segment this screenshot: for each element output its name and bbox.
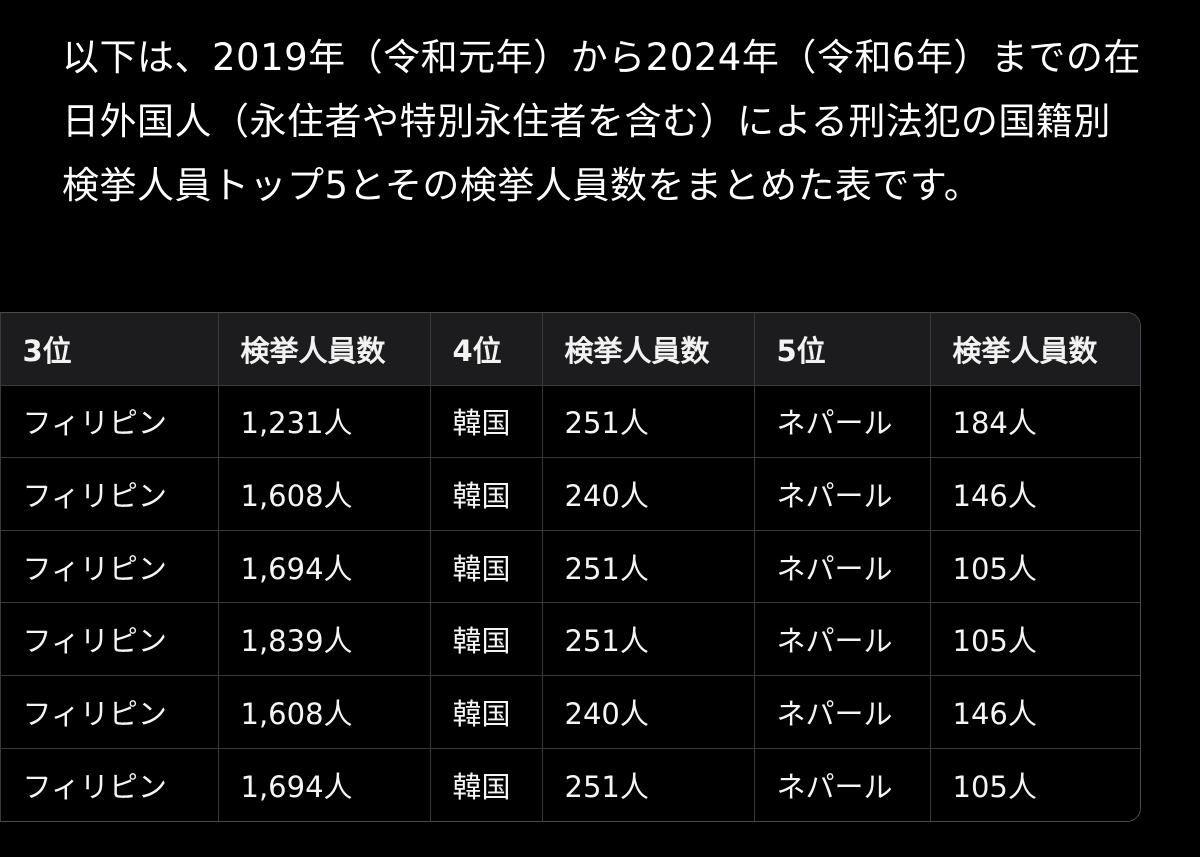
table-cell: 1,839人	[218, 602, 431, 677]
table-cell: ネパール	[754, 530, 931, 604]
table-cell: 146人	[930, 457, 1140, 531]
header-rank-5: 5位	[754, 313, 931, 386]
table-cell: フィリピン	[0, 748, 219, 821]
table-cell: 105人	[930, 602, 1140, 677]
table-cell: 1,694人	[218, 530, 431, 604]
table-cell: 韓国	[430, 602, 543, 677]
table-cell: ネパール	[754, 457, 931, 531]
table-cell: 1,608人	[218, 457, 431, 531]
table-cell: 146人	[930, 675, 1140, 749]
table-cell: 韓国	[430, 675, 543, 749]
table-cell: 韓国	[430, 457, 543, 531]
table-cell: 韓国	[430, 385, 543, 459]
table-cell: ネパール	[754, 748, 931, 821]
intro-paragraph: 以下は、2019年（令和元年）から2024年（令和6年）までの在日外国人（永住者…	[62, 36, 1141, 207]
table-row: フィリピン 1,839人 韓国 251人 ネパール 105人	[0, 602, 1140, 677]
table-cell: 1,608人	[218, 675, 431, 749]
table-cell: ネパール	[754, 385, 931, 459]
table-cell: 251人	[542, 530, 755, 604]
header-rank-3: 3位	[0, 313, 219, 386]
header-rank-4: 4位	[430, 313, 543, 386]
table-cell: 251人	[542, 748, 755, 821]
table-cell: 1,694人	[218, 748, 431, 821]
table-cell: 韓国	[430, 748, 543, 821]
table-row: フィリピン 1,694人 韓国 251人 ネパール 105人	[0, 748, 1140, 821]
table-cell: 184人	[930, 385, 1140, 459]
table-cell: 240人	[542, 675, 755, 749]
table-cell: 240人	[542, 457, 755, 531]
table-cell: 1,231人	[218, 385, 431, 459]
table-header-row: 3位 検挙人員数 4位 検挙人員数 5位 検挙人員数	[0, 313, 1140, 386]
table-row: フィリピン 1,231人 韓国 251人 ネパール 184人	[0, 385, 1140, 459]
header-count-5: 検挙人員数	[930, 313, 1140, 386]
table-cell: ネパール	[754, 602, 931, 677]
table-cell: 105人	[930, 530, 1140, 604]
table-cell: 105人	[952, 769, 1037, 804]
ranking-table: 3位 検挙人員数 4位 検挙人員数 5位 検挙人員数 フィリピン 1,231人 …	[0, 313, 1140, 821]
table-cell: フィリピン	[0, 602, 219, 677]
table-row: フィリピン 1,694人 韓国 251人 ネパール 105人	[0, 530, 1140, 604]
table-cell: 251人	[542, 602, 755, 677]
header-count-3: 検挙人員数	[218, 313, 431, 386]
table-cell: フィリピン	[0, 530, 219, 604]
header-count-4: 検挙人員数	[542, 313, 755, 386]
table-row: フィリピン 1,608人 韓国 240人 ネパール 146人	[0, 457, 1140, 531]
table-cell: 韓国	[430, 530, 543, 604]
table-row: フィリピン 1,608人 韓国 240人 ネパール 146人	[0, 675, 1140, 749]
table-cell: 251人	[542, 385, 755, 459]
ranking-table-container[interactable]: 3位 検挙人員数 4位 検挙人員数 5位 検挙人員数 フィリピン 1,231人 …	[0, 312, 1141, 822]
table-cell: ネパール	[754, 675, 931, 749]
table-cell: フィリピン	[0, 675, 219, 749]
table-cell: フィリピン	[0, 457, 219, 531]
table-cell: フィリピン	[0, 385, 219, 459]
